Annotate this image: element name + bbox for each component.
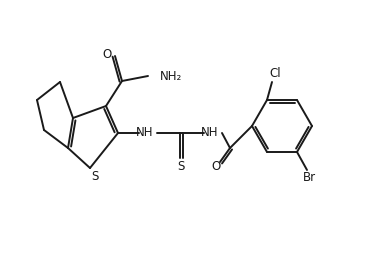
Text: NH₂: NH₂ — [160, 69, 182, 82]
Text: Cl: Cl — [269, 67, 281, 80]
Text: NH: NH — [136, 126, 154, 140]
Text: O: O — [211, 161, 221, 174]
Text: O: O — [102, 48, 112, 61]
Text: S: S — [91, 169, 99, 183]
Text: S: S — [177, 159, 185, 173]
Text: Br: Br — [302, 172, 315, 185]
Text: NH: NH — [201, 126, 219, 140]
